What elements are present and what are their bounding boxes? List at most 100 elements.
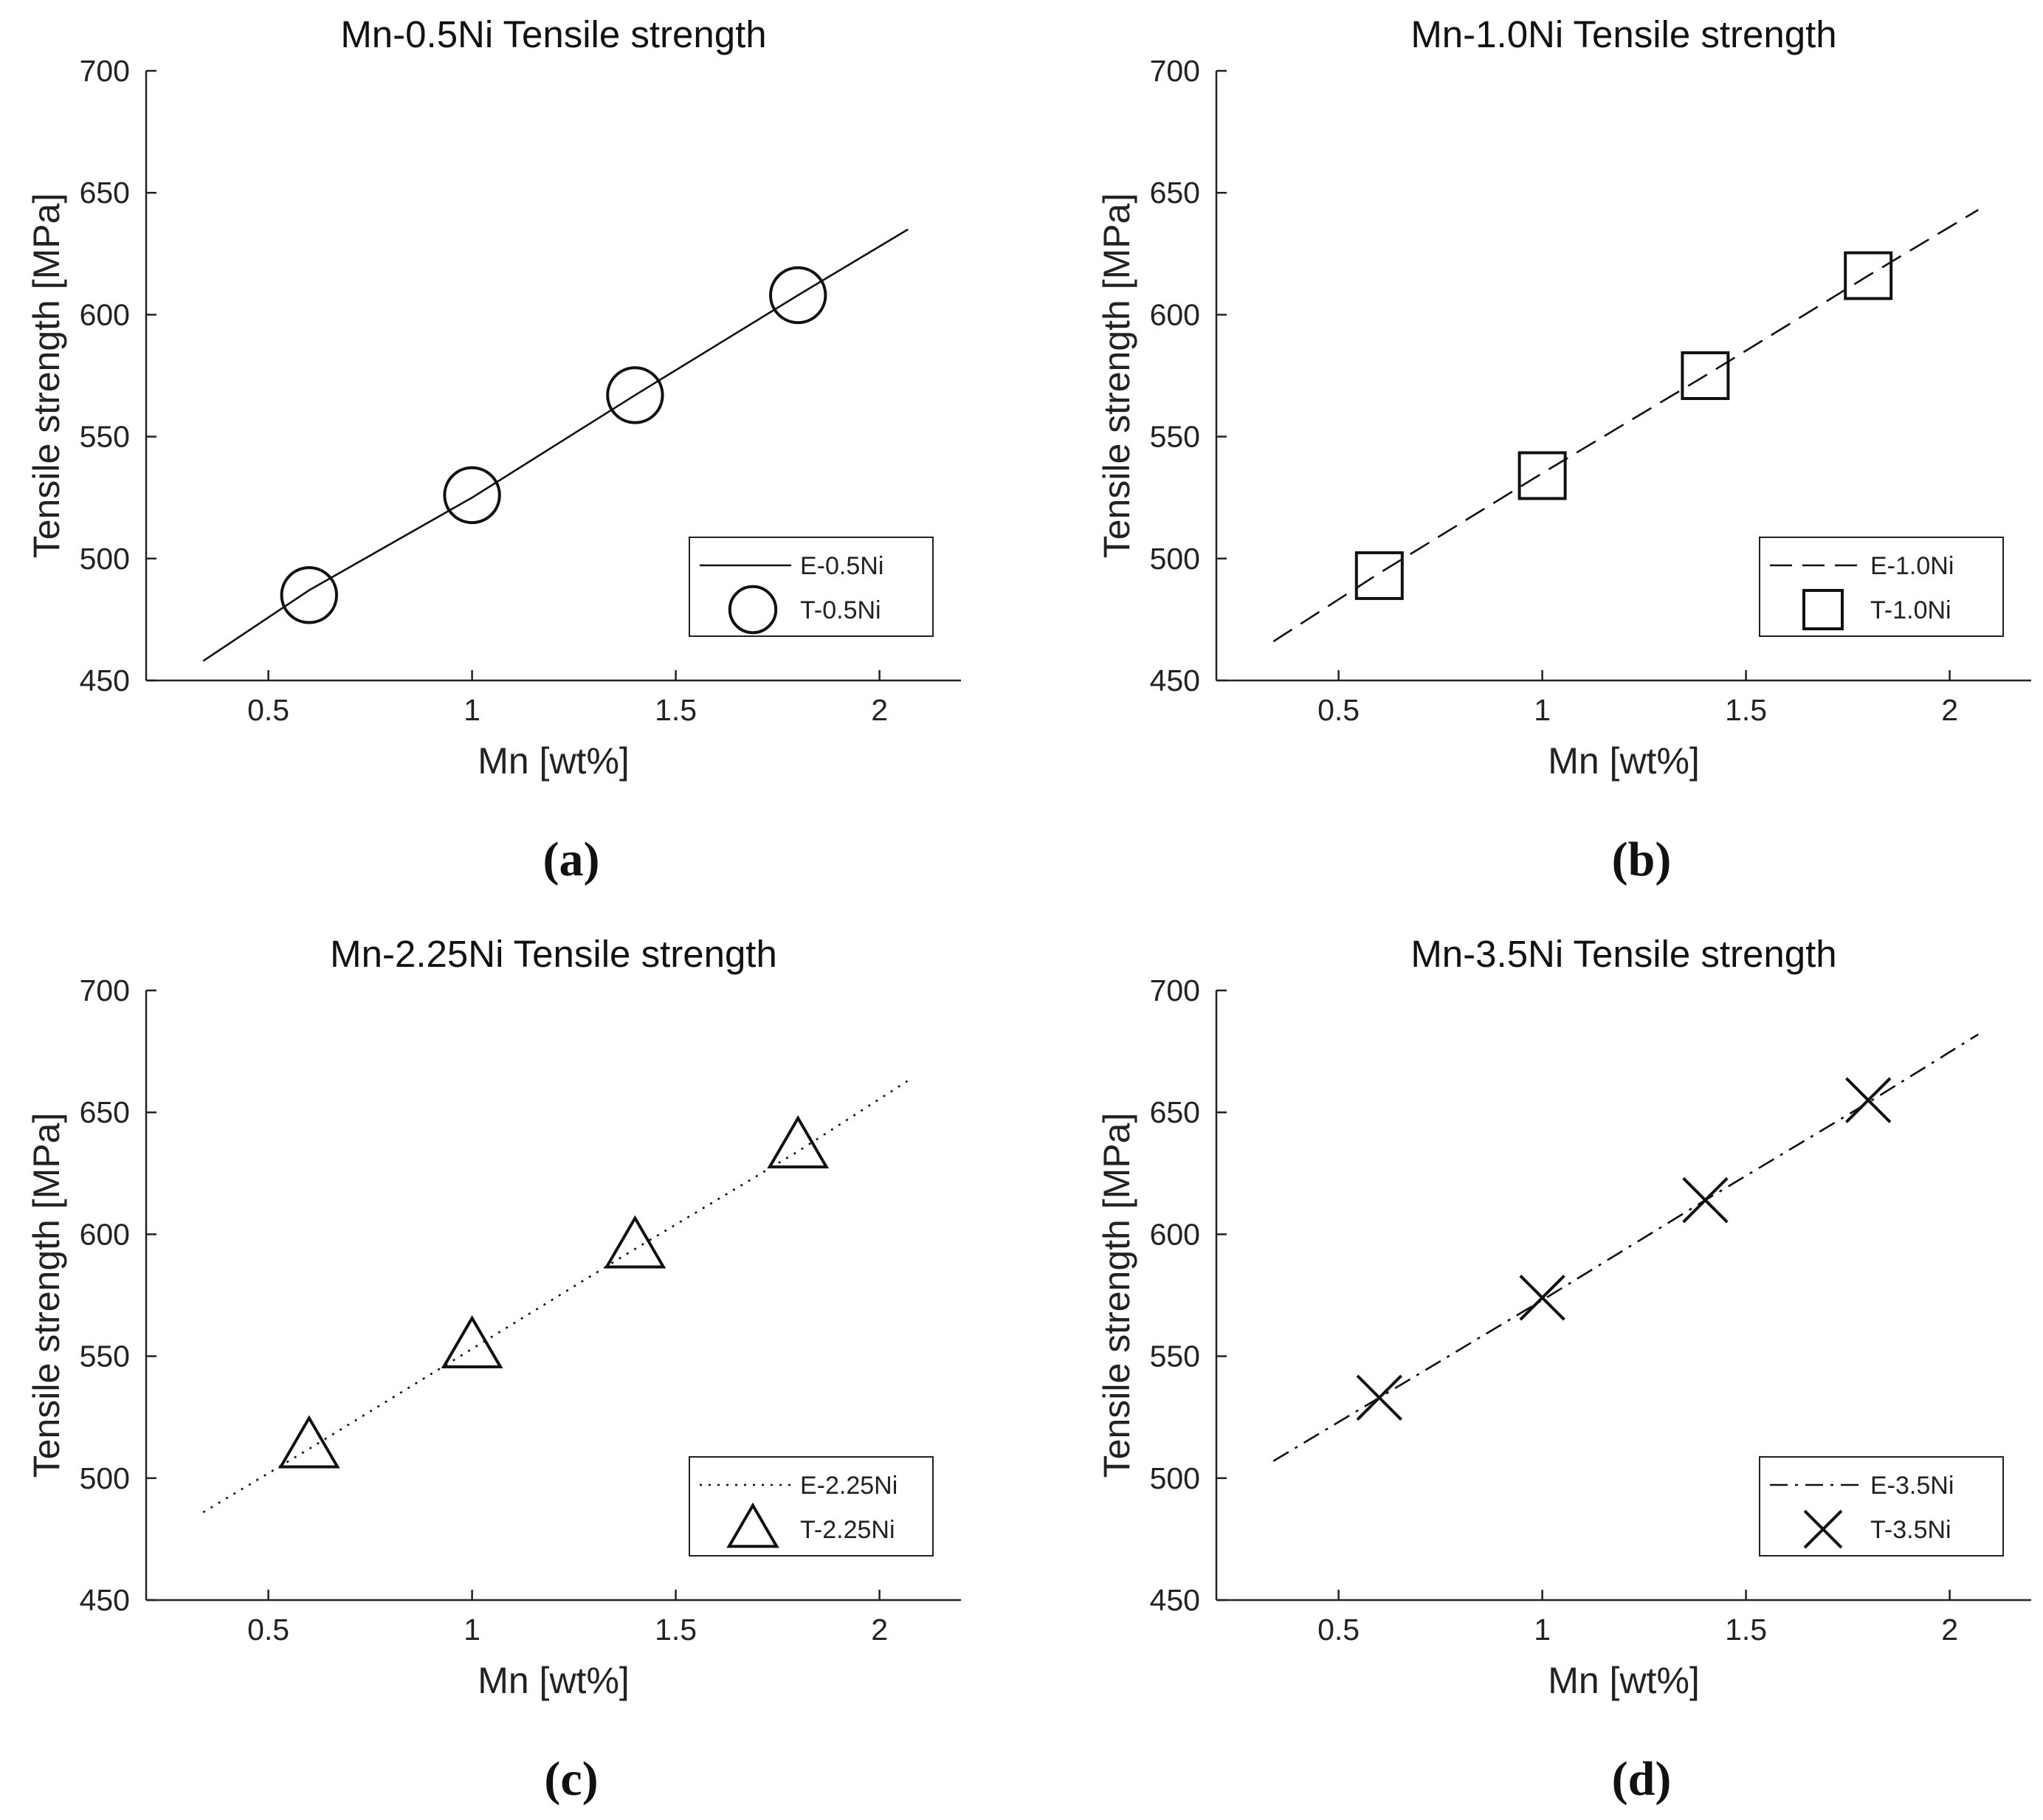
y-tick-label: 650 [80,1095,130,1129]
y-tick-label: 500 [1150,542,1200,576]
y-tick-label: 700 [1150,54,1200,88]
x-tick-label: 1 [1534,693,1551,727]
legend-label: E-1.0Ni [1870,552,1954,580]
legend-label: T-3.5Ni [1870,1516,1951,1544]
data-point-T-0.5Ni [280,566,338,624]
data-point-T-0.5Ni [769,266,827,325]
data-point-T-1.0Ni [1517,451,1567,500]
data-point-T-0.5Ni [606,366,664,424]
y-tick-label: 650 [1150,1095,1200,1129]
data-point-T-2.25Ni [604,1215,666,1269]
y-tick-label: 700 [1150,973,1200,1007]
panel-label: (a) [543,833,600,886]
y-tick-label: 450 [80,1583,130,1617]
x-tick-label: 1.5 [1725,693,1767,727]
legend-label: E-2.25Ni [800,1472,898,1500]
x-tick-label: 2 [871,693,888,727]
x-tick-label: 2 [1941,693,1958,727]
data-point-T-1.0Ni [1844,251,1893,300]
y-tick-label: 650 [80,176,130,210]
x-tick-label: 1 [464,1613,480,1647]
y-tick-label: 600 [1150,1217,1200,1251]
data-point-T-2.25Ni [767,1115,830,1169]
x-tick-label: 1 [1534,1613,1551,1647]
fit-line-E-2.25Ni [202,1080,909,1514]
y-tick-label: 550 [80,1340,130,1373]
y-tick-label: 650 [1150,176,1200,210]
y-tick-label: 600 [1150,297,1200,331]
legend-box [1759,1456,2004,1557]
chart-title: Mn-1.0Ni Tensile strength [1410,13,1836,55]
panel-label: (b) [1612,833,1672,886]
y-axis-label: Tensile strength [MPa] [26,193,67,559]
data-point-T-3.5Ni [1356,1374,1402,1421]
legend-marker-swatch [1803,1509,1843,1549]
x-tick-label: 2 [871,1613,888,1647]
legend: E-1.0Ni T-1.0Ni [1759,537,2004,637]
x-tick-label: 0.5 [247,693,289,727]
y-tick-label: 550 [1150,420,1200,454]
y-tick-label: 450 [1150,1583,1200,1617]
chart-title: Mn-2.25Ni Tensile strength [330,933,777,975]
chart-title: Mn-3.5Ni Tensile strength [1410,933,1836,975]
fit-line-E-0.5Ni [202,228,909,662]
legend: E-0.5Ni T-0.5Ni [689,537,934,637]
y-tick-label: 700 [80,54,130,88]
y-tick-label: 550 [80,420,130,454]
data-point-T-3.5Ni [1845,1077,1892,1123]
legend: E-2.25Ni T-2.25Ni [689,1456,934,1557]
legend-marker-swatch [726,1502,779,1548]
data-point-T-3.5Ni [1519,1275,1565,1321]
legend-label: E-0.5Ni [800,552,883,580]
x-tick-label: 1.5 [1725,1613,1767,1647]
legend-box [1759,537,2004,637]
x-tick-label: 0.5 [1317,693,1360,727]
legend-label: T-1.0Ni [1870,596,1951,624]
legend-label: T-2.25Ni [800,1516,895,1544]
y-tick-label: 600 [80,297,130,331]
x-axis-label: Mn [wt%] [1548,740,1700,782]
y-axis-label: Tensile strength [MPa] [1096,1113,1137,1478]
data-point-T-0.5Ni [443,466,501,525]
legend-label: T-0.5Ni [800,596,881,624]
legend-box [689,1456,934,1557]
data-point-T-3.5Ni [1682,1176,1729,1224]
y-tick-label: 500 [80,542,130,576]
panel-label: (c) [544,1752,598,1806]
x-axis-label: Mn [wt%] [1548,1660,1700,1701]
y-axis-label: Tensile strength [MPa] [26,1113,67,1478]
legend-marker-swatch [728,585,778,635]
y-tick-label: 450 [80,663,130,697]
y-axis-label: Tensile strength [MPa] [1096,193,1137,559]
chart-panel-4: 450 500 550 600 650 700 0.5 1 1.5 2 Mn-3.5Ni Tensi… [1096,933,2031,1806]
panel-label: (d) [1612,1752,1672,1806]
legend-box [689,537,934,637]
y-tick-label: 600 [80,1217,130,1251]
x-axis-label: Mn [wt%] [478,740,630,782]
data-point-T-2.25Ni [278,1415,340,1469]
fit-line-E-3.5Ni [1272,1033,1979,1462]
legend: E-3.5Ni T-3.5Ni [1759,1456,2004,1557]
legend-label: E-3.5Ni [1870,1472,1954,1500]
x-tick-label: 1.5 [655,693,697,727]
chart-panel-2: 450 500 550 600 650 700 0.5 1 1.5 2 Mn-1.0Ni Tensi… [1096,13,2031,886]
x-axis-label: Mn [wt%] [478,1660,630,1701]
y-tick-label: 450 [1150,663,1200,697]
x-tick-label: 0.5 [1317,1613,1360,1647]
chart-panel-1: 450 500 550 600 650 700 0.5 1 1.5 2 Mn-0.5Ni Tensi… [26,13,961,886]
legend-marker-swatch [1802,589,1844,630]
y-tick-label: 500 [80,1461,130,1495]
y-tick-label: 700 [80,973,130,1007]
x-tick-label: 1 [464,693,480,727]
x-tick-label: 0.5 [247,1613,289,1647]
data-point-T-1.0Ni [1681,351,1730,400]
x-tick-label: 2 [1941,1613,1958,1647]
data-point-T-1.0Ni [1354,551,1404,600]
data-point-T-2.25Ni [441,1314,503,1369]
y-tick-label: 500 [1150,1461,1200,1495]
y-tick-label: 550 [1150,1340,1200,1373]
chart-title: Mn-0.5Ni Tensile strength [340,13,766,55]
fit-line-E-1.0Ni [1272,209,1979,643]
x-tick-label: 1.5 [655,1613,697,1647]
